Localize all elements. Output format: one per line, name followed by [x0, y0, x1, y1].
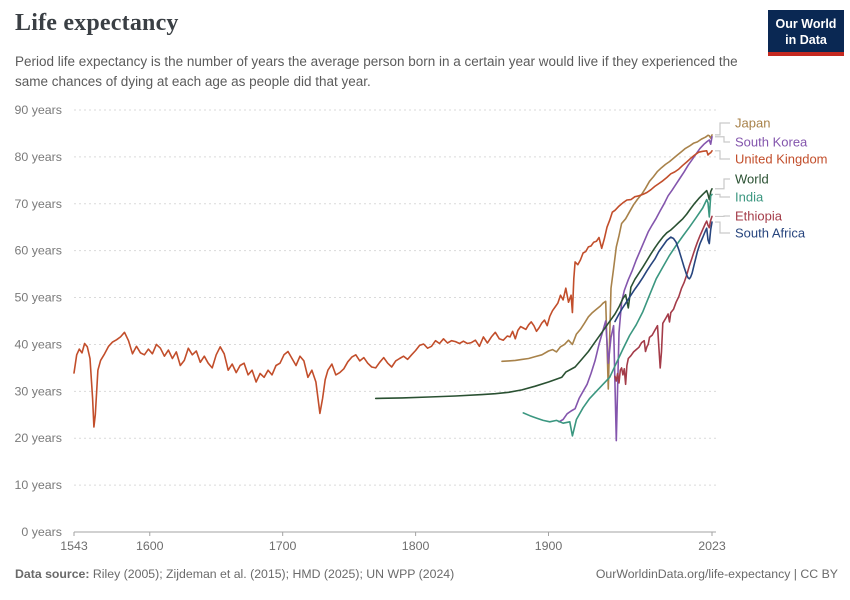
x-tick-label: 1800: [402, 539, 430, 553]
y-tick-label: 40 years: [14, 337, 62, 351]
x-tick-label: 1700: [269, 539, 297, 553]
series-line-japan[interactable]: [501, 134, 713, 390]
owid-logo[interactable]: Our World in Data: [768, 10, 844, 56]
label-connector: [715, 178, 730, 190]
x-tick-label: 1543: [60, 539, 88, 553]
series-label-south-africa[interactable]: South Africa: [735, 226, 806, 241]
series-label-world[interactable]: World: [735, 172, 769, 187]
x-tick-label: 2023: [698, 539, 726, 553]
series-line-india[interactable]: [522, 193, 713, 437]
series-label-japan[interactable]: Japan: [735, 116, 770, 131]
y-tick-label: 10 years: [14, 478, 62, 492]
y-tick-label: 0 years: [21, 525, 62, 539]
chart-footer: Data source: Riley (2005); Zijdeman et a…: [15, 567, 838, 581]
page-title: Life expectancy: [15, 10, 179, 36]
owid-logo-line1: Our World: [775, 17, 837, 31]
data-source-label: Data source:: [15, 567, 90, 581]
y-tick-label: 30 years: [14, 384, 62, 398]
label-connector: [715, 193, 730, 198]
label-connector: [715, 150, 730, 160]
series-line-ethiopia[interactable]: [614, 215, 713, 386]
label-connector: [715, 122, 730, 136]
x-tick-label: 1600: [136, 539, 164, 553]
series-label-united-kingdom[interactable]: United Kingdom: [735, 152, 828, 167]
y-tick-label: 60 years: [14, 244, 62, 258]
y-tick-label: 20 years: [14, 431, 62, 445]
series-line-united-kingdom[interactable]: [73, 150, 713, 428]
y-tick-label: 90 years: [14, 103, 62, 117]
chart-subtitle: Period life expectancy is the number of …: [15, 54, 738, 89]
data-source-list: Riley (2005); Zijdeman et al. (2015); HM…: [89, 567, 455, 581]
x-tick-label: 1900: [535, 539, 563, 553]
chart-canvas: 0 years 10 years 20 years 30 years 40 years 5…: [14, 103, 828, 553]
series-line-south-africa[interactable]: [614, 221, 713, 323]
series-label-ethiopia[interactable]: Ethiopia: [735, 209, 783, 224]
owid-logo-line2: in Data: [785, 33, 827, 47]
series-label-south-korea[interactable]: South Korea: [735, 135, 808, 150]
label-connector: [715, 221, 730, 234]
label-connector: [715, 136, 730, 143]
owid-link[interactable]: OurWorldinData.org/life-expectancy | CC …: [595, 567, 838, 581]
y-tick-label: 80 years: [14, 150, 62, 164]
y-tick-label: 50 years: [14, 291, 62, 305]
series-line-world[interactable]: [374, 188, 713, 400]
data-source-note: Data source: Riley (2005); Zijdeman et a…: [15, 567, 454, 581]
line-chart: 0 years 10 years 20 years 30 years 40 years 5…: [0, 100, 850, 575]
series-label-india[interactable]: India: [735, 190, 764, 205]
y-tick-label: 70 years: [14, 197, 62, 211]
